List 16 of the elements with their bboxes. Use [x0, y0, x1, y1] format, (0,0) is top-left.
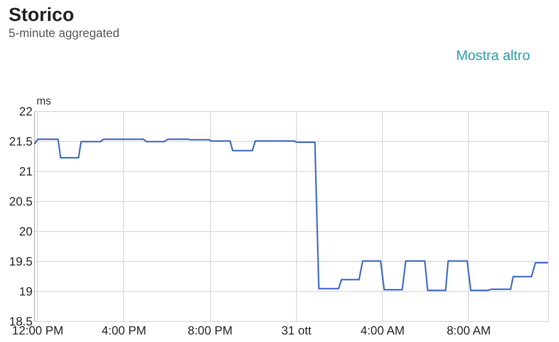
x-tick-label: 4:00 AM: [360, 324, 405, 338]
y-tick-label: 19.5: [9, 254, 33, 268]
y-tick-label: 21: [19, 164, 33, 178]
x-tick-label: 4:00 PM: [102, 324, 146, 338]
x-tick-label: 31 ott: [281, 324, 312, 338]
y-tick-label: 21.5: [9, 134, 33, 148]
y-axis-title: ms: [36, 96, 52, 108]
x-tick-label: 8:00 AM: [446, 324, 491, 338]
x-tick-label: 8:00 PM: [188, 324, 232, 338]
y-tick-label: 22: [19, 104, 33, 118]
chart-title: Storico: [8, 5, 74, 26]
y-tick-label: 20: [19, 224, 33, 238]
y-tick-label: 20.5: [9, 194, 33, 208]
text: Mostra altro: [456, 47, 530, 63]
chart-subtitle: 5-minute aggregated: [8, 26, 120, 40]
y-tick-label: 19: [19, 284, 33, 298]
